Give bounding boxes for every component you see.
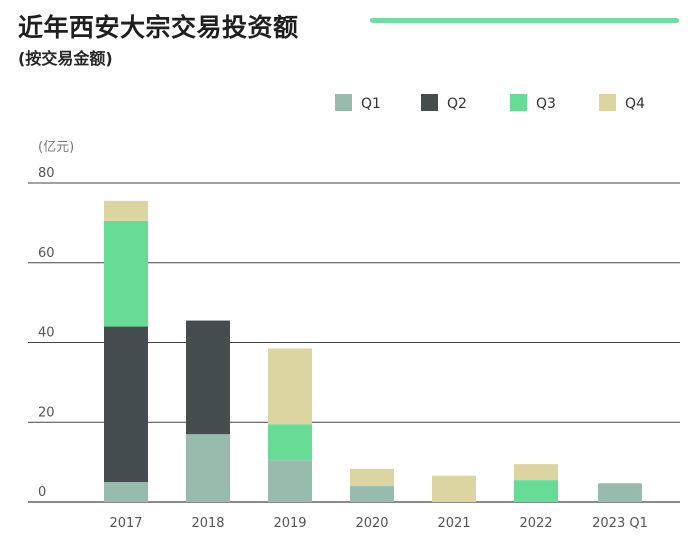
bar-2017-Q2 — [104, 326, 148, 483]
x-tick-label: 2023 Q1 — [592, 516, 648, 531]
bar-2021-Q4 — [432, 475, 476, 502]
bar-2023-Q1-Q1 — [598, 483, 642, 502]
bar-2017-Q1 — [104, 482, 148, 502]
x-tick-label: 2022 — [519, 516, 552, 531]
legend-swatch-Q2 — [421, 94, 438, 111]
bar-2019-Q3 — [268, 424, 312, 461]
y-tick-label: 60 — [38, 246, 55, 261]
bar-2019-Q4 — [268, 348, 312, 425]
bar-2019-Q1 — [268, 460, 312, 502]
legend-swatch-Q4 — [599, 94, 616, 111]
legend-swatch-Q1 — [335, 94, 352, 111]
x-tick-label: 2018 — [191, 516, 224, 531]
x-tick-label: 2020 — [355, 516, 388, 531]
bar-2022-Q3 — [514, 480, 558, 502]
y-tick-label: 80 — [38, 166, 55, 181]
legend-swatch-Q3 — [510, 94, 527, 111]
y-tick-label: 40 — [38, 326, 55, 341]
legend-label-Q1: Q1 — [361, 96, 381, 112]
bar-2017-Q3 — [104, 220, 148, 327]
legend-label-Q2: Q2 — [447, 96, 467, 112]
y-tick-label: 0 — [38, 485, 46, 500]
chart-title: 近年西安大宗交易投资额 — [18, 13, 299, 42]
legend-label-Q4: Q4 — [625, 96, 645, 112]
y-axis-label: (亿元) — [38, 140, 74, 155]
bar-2018-Q1 — [186, 434, 230, 502]
chart-subtitle: (按交易金额) — [18, 49, 113, 68]
bars — [104, 200, 642, 502]
title-accent-rule — [370, 18, 679, 23]
bar-2020-Q1 — [350, 486, 394, 502]
x-tick-label: 2017 — [109, 516, 142, 531]
x-tick-label: 2021 — [437, 516, 470, 531]
legend: Q1 Q2 Q3 Q4 — [335, 94, 645, 112]
bar-2022-Q4 — [514, 464, 558, 481]
legend-label-Q3: Q3 — [536, 96, 556, 112]
bar-2020-Q4 — [350, 468, 394, 487]
x-axis-ticks: 2017 2018 2019 2020 2021 2022 2023 Q1 — [109, 516, 647, 531]
x-tick-label: 2019 — [273, 516, 306, 531]
y-tick-label: 20 — [38, 405, 55, 420]
bar-2018-Q2 — [186, 320, 230, 435]
bar-2017-Q4 — [104, 200, 148, 221]
